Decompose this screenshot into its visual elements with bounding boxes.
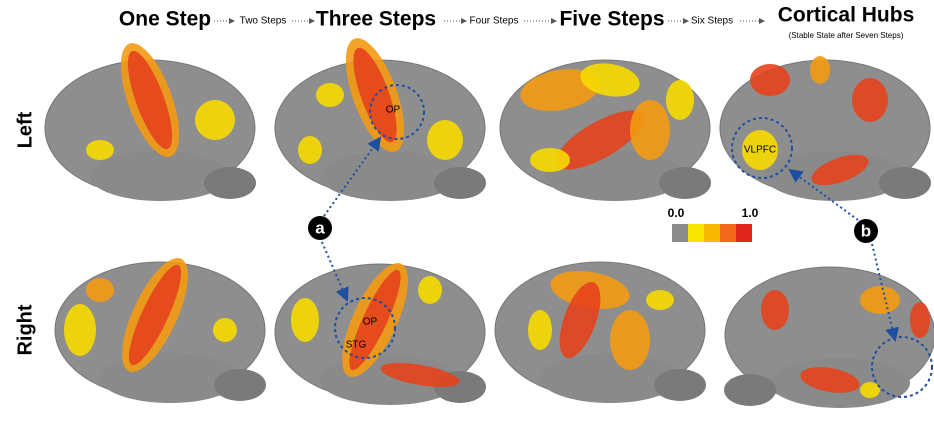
activation (761, 290, 789, 330)
activation (811, 154, 869, 186)
cerebellum (654, 369, 706, 401)
colorbar-max: 1.0 (742, 206, 759, 220)
brain (724, 266, 934, 408)
colorbar-swatch (688, 224, 704, 242)
step-heading: Six Steps (691, 16, 733, 27)
subtitle: (Stable State after Seven Steps) (789, 31, 904, 40)
activation (64, 304, 96, 356)
activation (666, 80, 694, 120)
step-heading: Two Steps (240, 16, 287, 27)
activation (530, 148, 570, 172)
activation (646, 290, 674, 310)
activation (298, 136, 322, 164)
region-ring (871, 336, 933, 398)
cerebellum (214, 369, 266, 401)
activation (127, 50, 173, 150)
activation (213, 318, 237, 342)
activation (852, 78, 888, 122)
cerebellum (879, 167, 931, 199)
row-label: Right (14, 304, 36, 355)
step-heading: Five Steps (559, 8, 664, 31)
activation (810, 56, 830, 84)
step-heading: Four Steps (470, 16, 519, 27)
callout-arrow (321, 241, 349, 302)
brain (499, 59, 711, 201)
step-heading: One Step (119, 8, 211, 31)
activation (610, 310, 650, 370)
activation (291, 298, 319, 342)
brain (494, 261, 706, 403)
temporal-lobe (540, 353, 680, 403)
region-ring (369, 84, 425, 140)
colorbar-swatch (704, 224, 720, 242)
cerebellum (434, 167, 486, 199)
activation (86, 278, 114, 302)
activation (427, 120, 463, 160)
cerebellum (204, 167, 256, 199)
step-heading: Three Steps (316, 8, 436, 31)
temporal-lobe (320, 151, 460, 201)
activation (630, 100, 670, 160)
region-ring (731, 117, 793, 179)
region-label: STG (346, 340, 367, 351)
row-label: Left (14, 111, 36, 148)
callout-badge (854, 219, 878, 243)
callout-label: b (861, 221, 871, 240)
activation (418, 276, 442, 304)
cerebellum (724, 374, 776, 406)
activation (316, 83, 344, 107)
brain (274, 38, 486, 201)
colorbar-swatch (672, 224, 688, 242)
brain (719, 56, 931, 201)
callout-arrow (788, 168, 859, 221)
region-label: OP (363, 317, 378, 328)
cerebellum (659, 167, 711, 199)
activation (559, 282, 601, 358)
callout-label: a (315, 218, 325, 237)
colorbar-min: 0.0 (668, 206, 685, 220)
activation (520, 69, 600, 111)
step-heading: Cortical Hubs (778, 4, 915, 27)
activation (580, 63, 640, 97)
region-label: OP (386, 105, 401, 116)
activation (750, 64, 790, 96)
activation (86, 140, 114, 160)
activation (910, 302, 930, 338)
callout-arrow (323, 136, 382, 217)
activation (380, 362, 460, 388)
temporal-lobe (90, 151, 230, 201)
colorbar-swatch (736, 224, 752, 242)
region-label: VLPFC (744, 145, 776, 156)
brain (44, 43, 256, 201)
colorbar-swatch (720, 224, 736, 242)
activation (195, 100, 235, 140)
brain (54, 258, 266, 403)
activation (742, 130, 778, 170)
brain (274, 263, 486, 405)
activation (860, 286, 900, 314)
brain-maps (44, 38, 934, 408)
activation (860, 382, 880, 398)
activation (128, 264, 182, 366)
activation (555, 110, 645, 170)
activation (528, 310, 552, 350)
activation (800, 367, 860, 393)
activation (349, 269, 401, 371)
region-ring (334, 297, 396, 359)
callout-badge (308, 216, 332, 240)
callout-arrow (871, 243, 900, 342)
colorbar (672, 224, 752, 242)
